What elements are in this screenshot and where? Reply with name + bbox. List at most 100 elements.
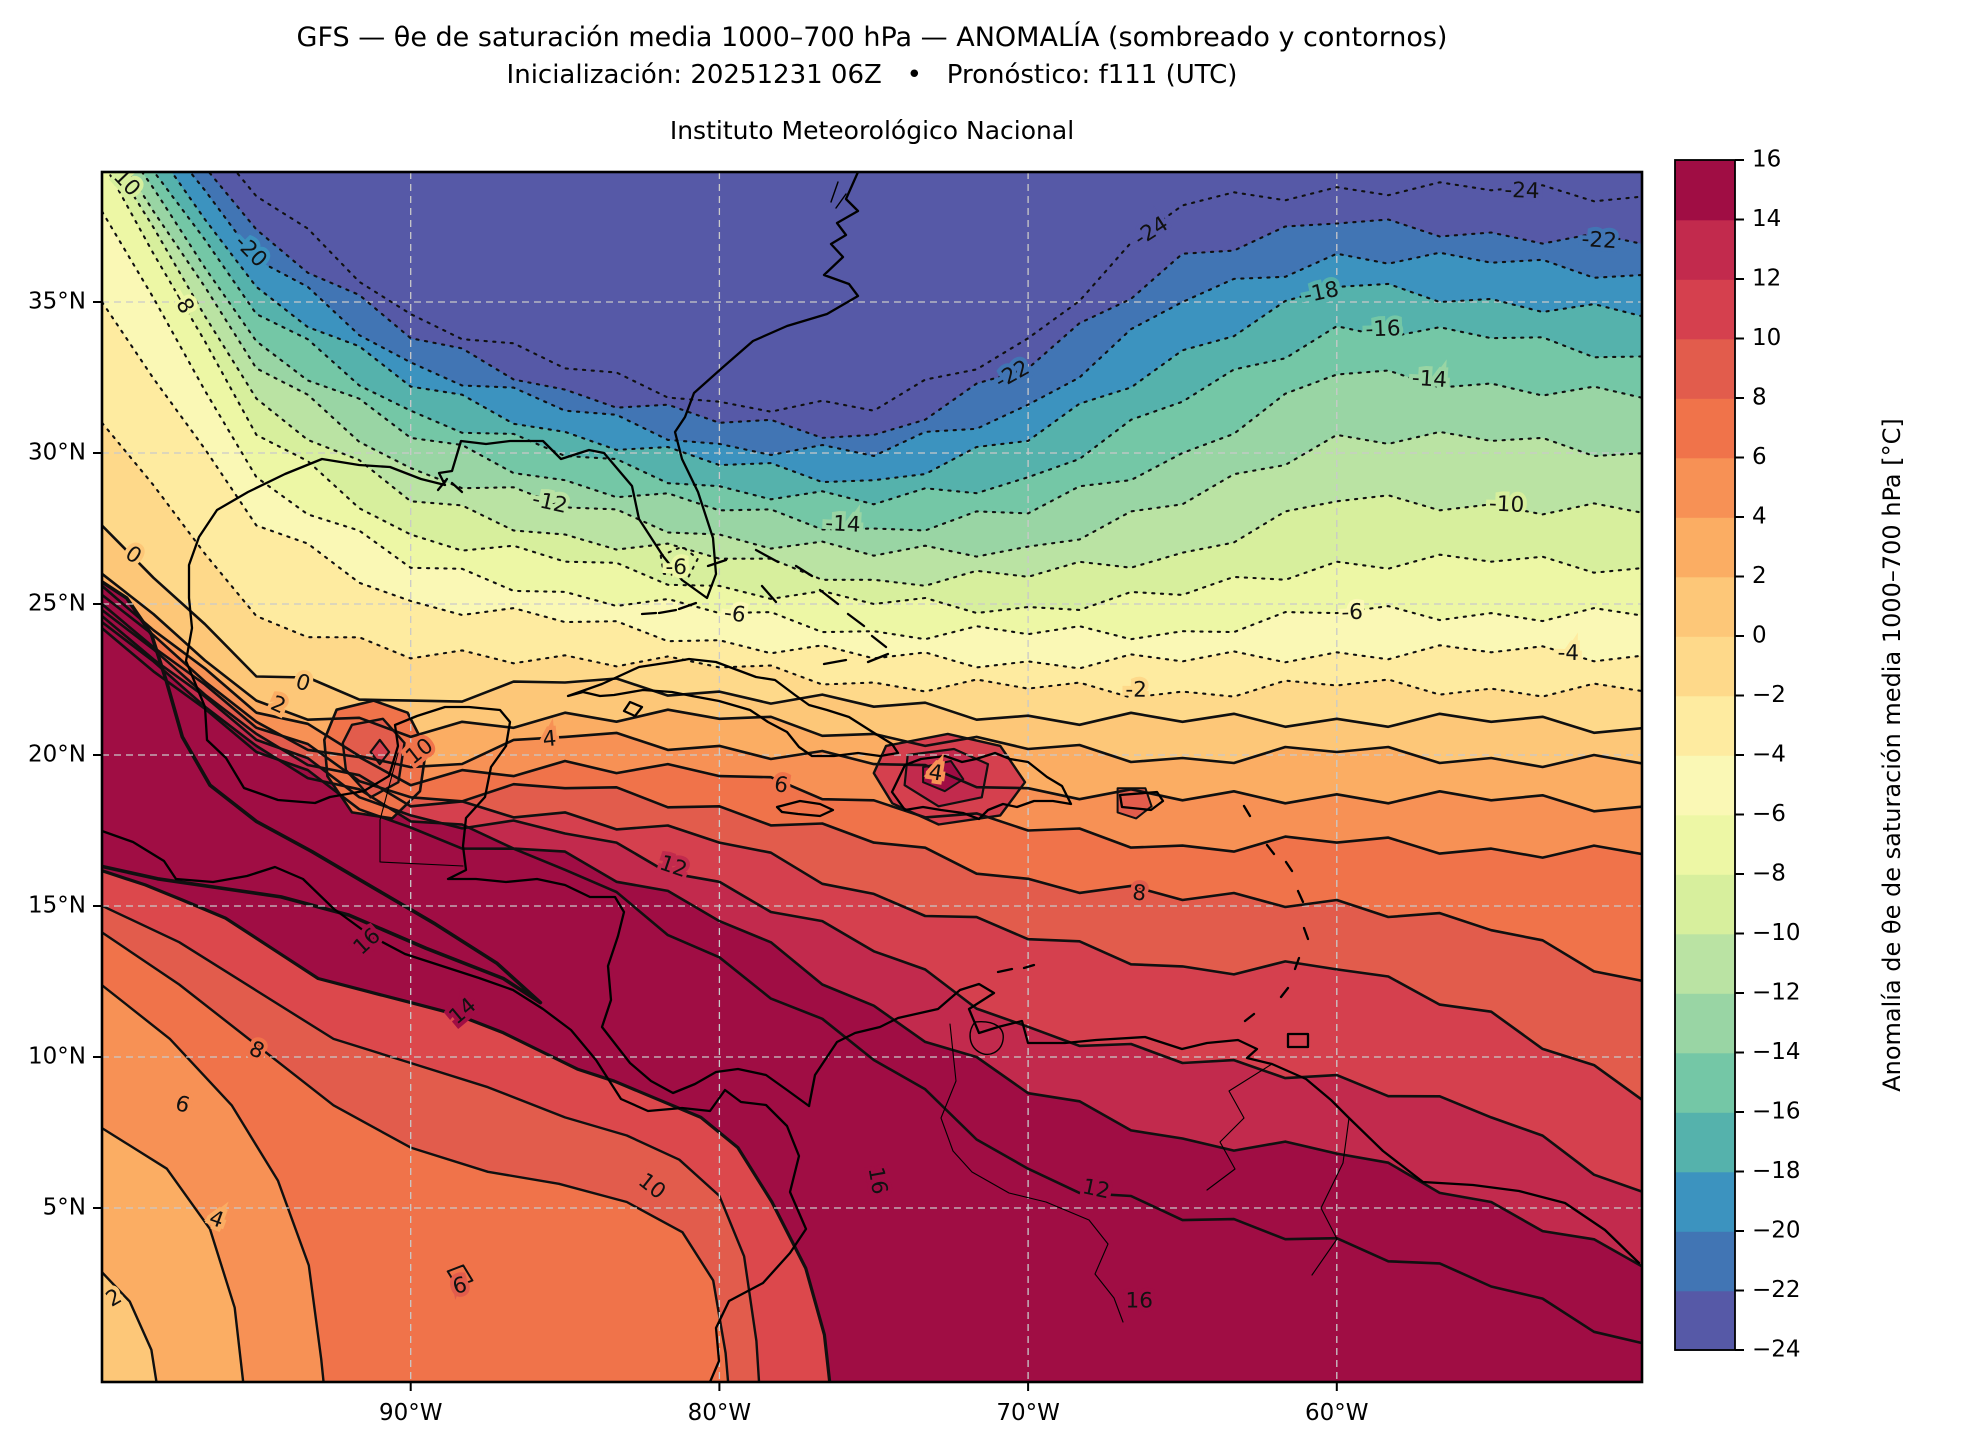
florida-minus6-cell xyxy=(659,545,699,578)
colorbar-segment xyxy=(1675,814,1735,875)
colorbar-tick-label--22: −22 xyxy=(1752,1277,1801,1303)
colorbar-segment xyxy=(1675,160,1735,221)
colorbar-segment xyxy=(1675,279,1735,340)
coastline-jamaica xyxy=(775,799,835,818)
contour-line-16 xyxy=(102,627,1642,1345)
ytick-label-20: 20°N xyxy=(28,742,86,768)
colorbar-segment xyxy=(1675,1112,1735,1173)
coastline-mississippi-delta xyxy=(436,477,464,494)
mexico-highlands-max xyxy=(102,579,543,1005)
contour-label--6: -6 xyxy=(665,555,686,580)
colorbar-tick-label--24: −24 xyxy=(1752,1337,1801,1363)
ytick-label-5: 5°N xyxy=(43,1195,86,1221)
ytick-label-35: 35°N xyxy=(28,289,86,315)
contour-line--4 xyxy=(102,300,1642,670)
coastline-chesapeake-detail xyxy=(830,181,847,209)
xtick-label-90: 90°W xyxy=(379,1400,443,1426)
colorbar-tick-label-12: 12 xyxy=(1752,266,1781,292)
colorbar-segment xyxy=(1675,1290,1735,1351)
contour-label--24: -24 xyxy=(1504,178,1540,204)
contour-line--16 xyxy=(152,172,1642,506)
colorbar-segment xyxy=(1675,993,1735,1054)
colorbar-tick-label--12: −12 xyxy=(1752,980,1801,1006)
ytick-label-25: 25°N xyxy=(28,591,86,617)
contour-label--14: -14 xyxy=(1411,366,1448,393)
colorbar-segment xyxy=(1675,457,1735,518)
colorbar-segment xyxy=(1675,398,1735,459)
colorbar-tick-label--18: −18 xyxy=(1752,1158,1801,1184)
colorbar-segment xyxy=(1675,874,1735,935)
colorbar-tick-label--20: −20 xyxy=(1752,1218,1801,1244)
contour-label-16: 16 xyxy=(1126,1289,1153,1314)
colorbar-tick-label-6: 6 xyxy=(1752,444,1767,470)
coastline-florida-keys xyxy=(640,601,698,616)
border-lines-south-america xyxy=(940,1023,1350,1323)
coastline-bahamas xyxy=(706,548,890,666)
contour-label-8: 8 xyxy=(1131,880,1147,906)
contour-label-4: 4 xyxy=(542,726,558,752)
contour-line--12 xyxy=(127,172,1642,558)
chart-title: GFS — θe de saturación media 1000–700 hP… xyxy=(296,22,1448,53)
contour-line--10 xyxy=(117,172,1642,587)
contour-line-0 xyxy=(102,524,1642,735)
contour-line-10 xyxy=(102,608,1642,1102)
contour-label--4: -4 xyxy=(1557,641,1579,666)
colorbar-tick-label-8: 8 xyxy=(1752,385,1767,411)
colorbar-segment xyxy=(1675,1231,1735,1292)
colorbar-segment xyxy=(1675,636,1735,697)
ytick-label-10: 10°N xyxy=(28,1044,86,1070)
colorbar-segment xyxy=(1675,517,1735,578)
coastline-south-america xyxy=(807,982,1641,1265)
colorbar-tick-label-14: 14 xyxy=(1752,206,1781,232)
coastline-pacific-centralamerica xyxy=(102,829,808,1382)
colorbar-segment xyxy=(1675,755,1735,816)
chart-subtitle-institution: Instituto Meteorológico Nacional xyxy=(669,116,1075,145)
colorbar-segment xyxy=(1675,933,1735,994)
contour-line-14 xyxy=(102,621,1642,1268)
colorbar-segment xyxy=(1675,219,1735,280)
axes-ticks-and-labels: 35°N 30°N 25°N 20°N 15°N 10°N 5°N 90°W 80°W 70°W 6… xyxy=(28,289,1369,1427)
contour-line--14 xyxy=(140,172,1642,532)
colorbar-tick-label--2: −2 xyxy=(1752,682,1786,708)
colorbar-tick-label--16: −16 xyxy=(1752,1099,1801,1125)
contour-label--10: -10 xyxy=(1489,491,1525,518)
ytick-label-15: 15°N xyxy=(28,893,86,919)
contour-line-12 xyxy=(102,615,1642,1194)
colorbar-tick-label--14: −14 xyxy=(1752,1039,1801,1065)
coastline-hispaniola xyxy=(890,751,1073,821)
coastline-isla-juventud xyxy=(622,700,644,718)
contour-label--22: -22 xyxy=(1581,227,1618,254)
contour-line-layer xyxy=(102,172,1642,1345)
colorbar-tick-label-2: 2 xyxy=(1752,563,1767,589)
contour-line--22 xyxy=(207,172,1642,439)
map-border xyxy=(100,170,1644,1384)
contour-line--8 xyxy=(107,172,1642,615)
colorbar: 16 14 12 10 8 6 4 2 0 −2 −4 −6 −8 −10 −12 −14 −16 −18 −20 −… xyxy=(1674,147,1906,1363)
contour-label-16: 16 xyxy=(863,1165,892,1196)
chart-subtitle-init-forecast: Inicialización: 20251231 06Z • Pronóstic… xyxy=(506,60,1238,90)
contour-line-6 xyxy=(102,593,1642,859)
colorbar-tick-label--8: −8 xyxy=(1752,861,1786,887)
xtick-label-80: 80°W xyxy=(688,1400,752,1426)
contour-line--18 xyxy=(170,172,1642,484)
colorbar-segment xyxy=(1675,1052,1735,1113)
colorbar-tick-label-10: 10 xyxy=(1752,325,1781,351)
coastline-puerto-rico xyxy=(1118,790,1165,812)
coastline-us-gulf-centralamerica xyxy=(184,172,860,1108)
ytick-label-30: 30°N xyxy=(28,440,86,466)
coastline-lesser-antilles xyxy=(996,804,1310,1049)
contour-label--6: -6 xyxy=(723,601,747,628)
colorbar-tick-label-0: 0 xyxy=(1752,623,1767,649)
contour-line-8 xyxy=(102,603,1642,983)
puertorico-warm-spot xyxy=(1116,787,1153,820)
colorbar-tick-label--6: −6 xyxy=(1752,801,1786,827)
contour-line--20 xyxy=(188,172,1642,458)
pacific-band-2 xyxy=(102,1270,158,1382)
colorbar-segment xyxy=(1675,576,1735,637)
contour-label--16: -16 xyxy=(1365,316,1401,342)
coastline-layer xyxy=(102,172,1641,1382)
colorbar-tick-label-16: 16 xyxy=(1752,147,1781,173)
xtick-label-70: 70°W xyxy=(996,1400,1060,1426)
lake-maracaibo xyxy=(969,1021,1004,1056)
